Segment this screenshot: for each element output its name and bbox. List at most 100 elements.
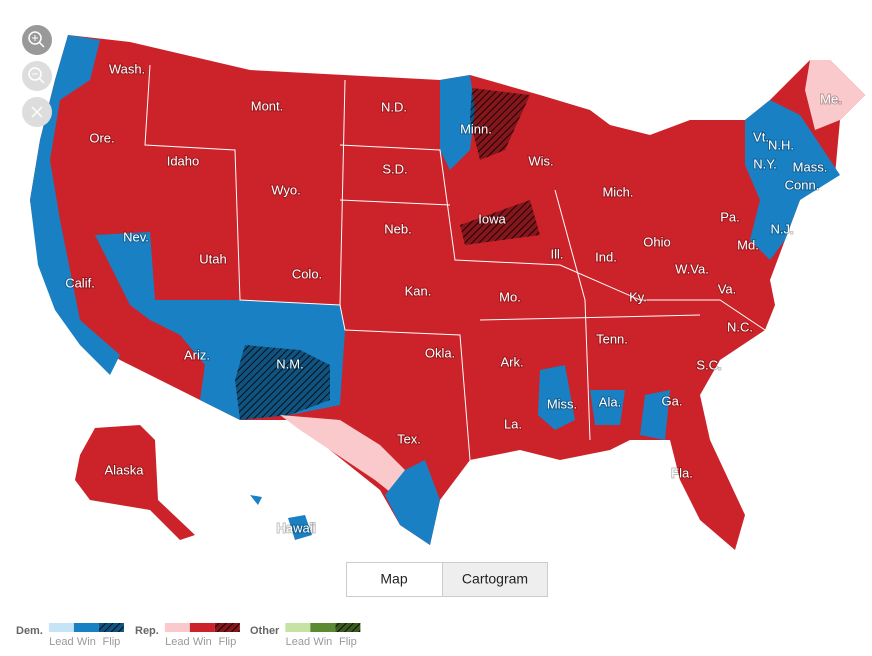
legend-swatch bbox=[189, 623, 215, 632]
west-texas-lead bbox=[280, 415, 405, 500]
state-label: Tex. bbox=[397, 431, 421, 446]
state-label: Hawaii bbox=[276, 520, 315, 535]
state-label: Ky. bbox=[629, 289, 647, 304]
legend-hatch bbox=[335, 623, 361, 632]
state-label: Minn. bbox=[460, 121, 492, 136]
state-label: Neb. bbox=[384, 221, 411, 236]
state-label: W.Va. bbox=[675, 261, 709, 276]
view-toggle: Map Cartogram bbox=[346, 562, 548, 597]
state-label: Me. bbox=[820, 91, 842, 106]
legend-label: Lead bbox=[286, 636, 310, 648]
state-label: Nev. bbox=[123, 229, 149, 244]
state-label: Tenn. bbox=[596, 331, 628, 346]
georgia-blue bbox=[640, 390, 670, 440]
state-label: Mo. bbox=[499, 289, 521, 304]
maine-lead bbox=[805, 60, 865, 130]
toggle-label: Map bbox=[380, 571, 407, 587]
hawaii-1 bbox=[288, 515, 312, 540]
state-label: Iowa bbox=[478, 211, 506, 226]
legend-label: Flip bbox=[339, 636, 357, 648]
legend-hatch bbox=[98, 623, 124, 632]
northeast-blue bbox=[745, 100, 840, 260]
toggle-map[interactable] bbox=[346, 562, 443, 597]
state-label: Alaska bbox=[104, 462, 144, 477]
state-label: Mich. bbox=[602, 184, 633, 199]
zoom-out[interactable] bbox=[22, 61, 52, 91]
alaska bbox=[75, 425, 195, 540]
state-label: Mont. bbox=[251, 98, 284, 113]
state-label: Va. bbox=[718, 281, 737, 296]
state-label: Ill. bbox=[551, 246, 564, 261]
state-label: Wyo. bbox=[271, 182, 301, 197]
state-label: Ga. bbox=[662, 393, 683, 408]
hawaii-2 bbox=[250, 495, 262, 505]
state-label: N.J. bbox=[770, 221, 793, 236]
state-borders-5 bbox=[554, 189, 591, 441]
state-label: Ala. bbox=[599, 394, 621, 409]
legend-swatch bbox=[285, 623, 311, 632]
legend-label: Win bbox=[193, 636, 212, 648]
state-label: Conn. bbox=[785, 177, 820, 192]
state-label: N.C. bbox=[727, 319, 753, 334]
state-borders-3 bbox=[339, 144, 766, 331]
legend-party: Rep. bbox=[135, 625, 159, 637]
legend-party: Dem. bbox=[16, 625, 43, 637]
state-label: Md. bbox=[737, 237, 759, 252]
state-label: N.Y. bbox=[753, 156, 777, 171]
state-label: Wis. bbox=[528, 153, 553, 168]
state-label: Vt. bbox=[753, 129, 769, 144]
legend-label: Flip bbox=[218, 636, 236, 648]
legend-swatch bbox=[73, 623, 99, 632]
zoom-controls bbox=[22, 25, 52, 127]
legend-label: Lead bbox=[49, 636, 73, 648]
state-label: Ark. bbox=[500, 354, 523, 369]
legend-hatch bbox=[214, 623, 240, 632]
legend-swatch bbox=[310, 623, 336, 632]
legend-label: Win bbox=[77, 636, 96, 648]
us-map bbox=[30, 35, 865, 550]
state-label: Kan. bbox=[405, 283, 432, 298]
state-borders bbox=[144, 64, 471, 461]
alabama-blue bbox=[590, 390, 625, 425]
state-label: Colo. bbox=[292, 266, 322, 281]
state-borders-6 bbox=[479, 314, 701, 321]
legend-party: Other bbox=[250, 625, 280, 637]
state-borders-4 bbox=[339, 199, 451, 206]
state-label: N.D. bbox=[381, 99, 407, 114]
state-borders-2 bbox=[339, 79, 346, 306]
nm-flip bbox=[235, 345, 330, 420]
iowa-flip bbox=[460, 200, 540, 245]
state-labels: Wash. Mont. N.D. Minn. Me. Ore. Idaho Wy… bbox=[64, 60, 843, 536]
mississippi-blue bbox=[538, 365, 575, 430]
toggle-cartogram[interactable] bbox=[442, 562, 548, 597]
state-label: Ohio bbox=[643, 234, 670, 249]
legend-label: Win bbox=[313, 636, 332, 648]
reset[interactable] bbox=[22, 97, 52, 127]
state-label: Okla. bbox=[425, 345, 455, 360]
minnesota-blue bbox=[440, 75, 475, 170]
toggle-label: Cartogram bbox=[462, 571, 528, 587]
legend-swatch bbox=[164, 623, 190, 632]
state-label: N.H. bbox=[768, 137, 794, 152]
legend-label: Flip bbox=[103, 636, 121, 648]
state-label: Fla. bbox=[671, 465, 693, 480]
state-label: Mass. bbox=[793, 159, 828, 174]
state-label: Calif. bbox=[65, 275, 95, 290]
state-label: Ore. bbox=[89, 130, 114, 145]
state-label: S.C. bbox=[696, 357, 721, 372]
legend-swatch bbox=[48, 623, 74, 632]
state-label: Idaho bbox=[167, 153, 200, 168]
state-label: S.D. bbox=[382, 161, 407, 176]
legend-label: Lead bbox=[165, 636, 189, 648]
state-label: Miss. bbox=[547, 396, 577, 411]
minnesota-flip bbox=[470, 88, 530, 160]
state-label: Utah bbox=[199, 251, 226, 266]
west-coast-blue bbox=[30, 35, 120, 375]
south-texas-blue bbox=[385, 460, 440, 545]
zoom-in[interactable] bbox=[22, 25, 52, 55]
state-label: Ariz. bbox=[184, 347, 210, 362]
state-label: Wash. bbox=[109, 61, 145, 76]
state-label: La. bbox=[504, 416, 522, 431]
